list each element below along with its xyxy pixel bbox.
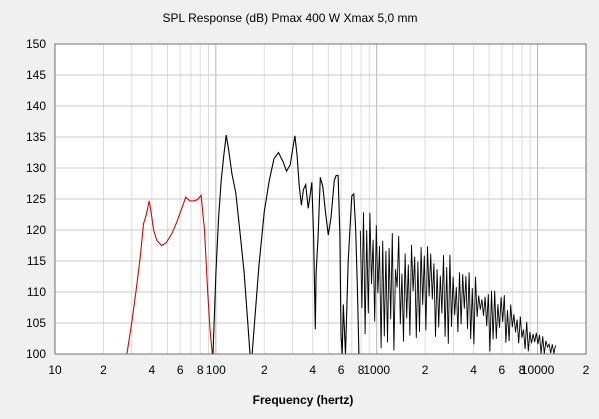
x-tick-label: 4 (470, 363, 477, 377)
x-tick-label: 100 (206, 363, 226, 377)
x-tick-label: 2 (422, 363, 429, 377)
x-axis-title: Frequency (hertz) (253, 393, 354, 407)
x-tick-label: 8 (519, 363, 526, 377)
x-tick-label: 10000 (521, 363, 555, 377)
x-tick-label: 6 (177, 363, 184, 377)
x-tick-label: 10 (48, 363, 62, 377)
y-tick-label: 120 (26, 223, 46, 237)
x-tick-label: 2 (100, 363, 107, 377)
y-tick-label: 150 (26, 37, 46, 51)
y-tick-label: 130 (26, 161, 46, 175)
series-line-2 (212, 135, 360, 354)
x-tick-label: 6 (499, 363, 506, 377)
grid-layer (55, 44, 586, 354)
plot-border (54, 43, 587, 355)
x-tick-label: 4 (149, 363, 156, 377)
chart-title: SPL Response (dB) Pmax 400 W Xmax 5,0 mm (163, 11, 418, 25)
x-tick-label: 8 (358, 363, 365, 377)
x-tick-label: 6 (338, 363, 345, 377)
y-tick-label: 135 (26, 130, 46, 144)
y-tick-label: 140 (26, 99, 46, 113)
y-tick-label: 100 (26, 347, 46, 361)
x-tick-label: 2 (261, 363, 268, 377)
x-tick-label: 4 (309, 363, 316, 377)
series-layer (126, 135, 556, 354)
y-tick-label: 145 (26, 68, 46, 82)
y-tick-label: 110 (27, 285, 46, 299)
y-tick-labels: 100 105 110 115 120 125 130 135 140 145 150 (26, 37, 46, 361)
y-tick-label: 125 (26, 192, 46, 206)
x-tick-label: 1000 (363, 363, 390, 377)
y-tick-label: 105 (26, 316, 46, 330)
x-tick-label: 2 (583, 363, 590, 377)
series-line-1 (126, 193, 213, 354)
x-tick-label: 8 (197, 363, 204, 377)
series-line-2-tail (359, 212, 556, 354)
y-tick-label: 115 (27, 254, 46, 268)
